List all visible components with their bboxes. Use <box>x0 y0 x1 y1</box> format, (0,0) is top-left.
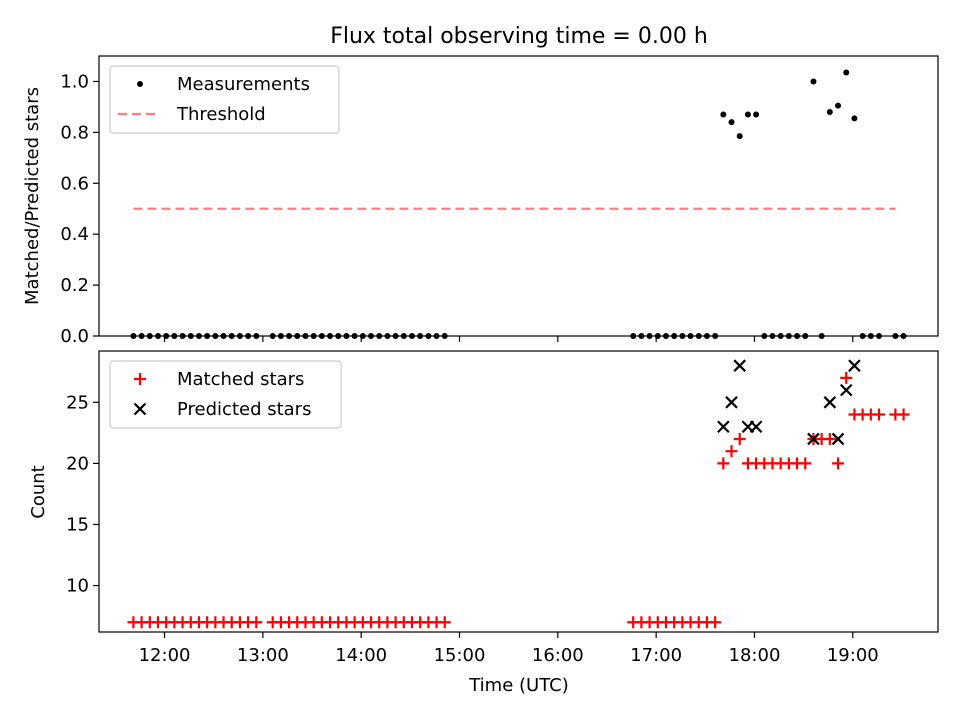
data-point <box>736 133 743 140</box>
y-tick-label: 15 <box>66 514 89 535</box>
data-point <box>709 616 722 629</box>
axes-frame <box>98 350 939 633</box>
data-point <box>832 457 845 470</box>
data-point <box>728 119 735 126</box>
legend: Matched stars Predicted stars <box>109 360 342 429</box>
data-point <box>807 432 820 446</box>
x-tick-label: 14:00 <box>335 645 387 666</box>
chart-title: Flux total observing time = 0.00 h <box>330 24 708 49</box>
data-point <box>851 115 858 122</box>
data-point <box>725 396 738 409</box>
top-panel: 0.0 0.2 0.4 0.6 0.8 1.0 Measurements Threshold <box>60 55 939 347</box>
legend-box <box>109 360 342 429</box>
data-point <box>717 457 730 470</box>
data-point <box>823 432 836 445</box>
x-tick-label: 17:00 <box>630 645 682 666</box>
y-tick-label: 1.0 <box>60 71 89 92</box>
axes-frame <box>98 55 939 337</box>
data-point <box>725 445 738 458</box>
data-point <box>438 616 451 629</box>
data-point <box>717 420 730 434</box>
data-point <box>826 109 833 115</box>
data-point <box>823 396 837 409</box>
x-tick-label: 18:00 <box>729 645 781 666</box>
data-point <box>839 383 853 397</box>
x-tick-label: 19:00 <box>827 645 879 666</box>
y-tick-label: 20 <box>66 453 89 474</box>
x-tick-label: 15:00 <box>434 645 486 666</box>
y-tick-label: 0.0 <box>60 326 89 347</box>
data-point <box>810 78 817 85</box>
series-predicted-stars <box>717 359 861 446</box>
legend-label: Predicted stars <box>177 399 311 420</box>
legend: Measurements Threshold <box>109 65 340 134</box>
bottom-panel: 10 15 20 25 12:00 13:00 14:00 15:00 16:00 17:00 18… <box>66 350 939 666</box>
y-tick-label: 0.2 <box>60 275 89 296</box>
data-point <box>733 432 746 445</box>
legend-swatch <box>137 81 143 87</box>
data-point <box>733 359 746 372</box>
legend-label: Matched stars <box>177 369 304 390</box>
y-tick-label: 25 <box>66 392 89 413</box>
data-point <box>749 420 763 434</box>
y-tick-label: 0.8 <box>60 122 89 143</box>
data-point <box>897 408 910 421</box>
legend-swatch <box>134 373 146 385</box>
bottom-y-axis-label: Count <box>28 465 49 518</box>
y-tick-label: 0.4 <box>60 224 89 245</box>
data-point <box>848 359 861 372</box>
x-tick-label: 13:00 <box>237 645 289 666</box>
y-tick-label: 10 <box>66 576 89 597</box>
x-tick-label: 16:00 <box>532 645 584 666</box>
x-tick-label: 12:00 <box>139 645 191 666</box>
data-point <box>835 102 842 109</box>
top-y-axis-label: Matched/Predicted stars <box>22 87 43 305</box>
data-point <box>720 111 727 118</box>
bottom-x-axis-label: Time (UTC) <box>468 675 569 696</box>
series-matched-stars <box>127 371 910 629</box>
y-tick-label: 0.6 <box>60 173 89 194</box>
legend-label: Measurements <box>177 74 310 95</box>
data-point <box>840 371 853 384</box>
data-point <box>831 432 845 446</box>
data-point <box>799 457 812 470</box>
legend-label: Threshold <box>176 104 266 125</box>
data-point <box>873 408 886 421</box>
legend-box <box>109 65 340 134</box>
data-point <box>753 111 760 118</box>
data-point <box>250 616 263 629</box>
data-point <box>843 69 850 76</box>
data-point <box>744 111 751 118</box>
legend-swatch <box>133 402 147 416</box>
